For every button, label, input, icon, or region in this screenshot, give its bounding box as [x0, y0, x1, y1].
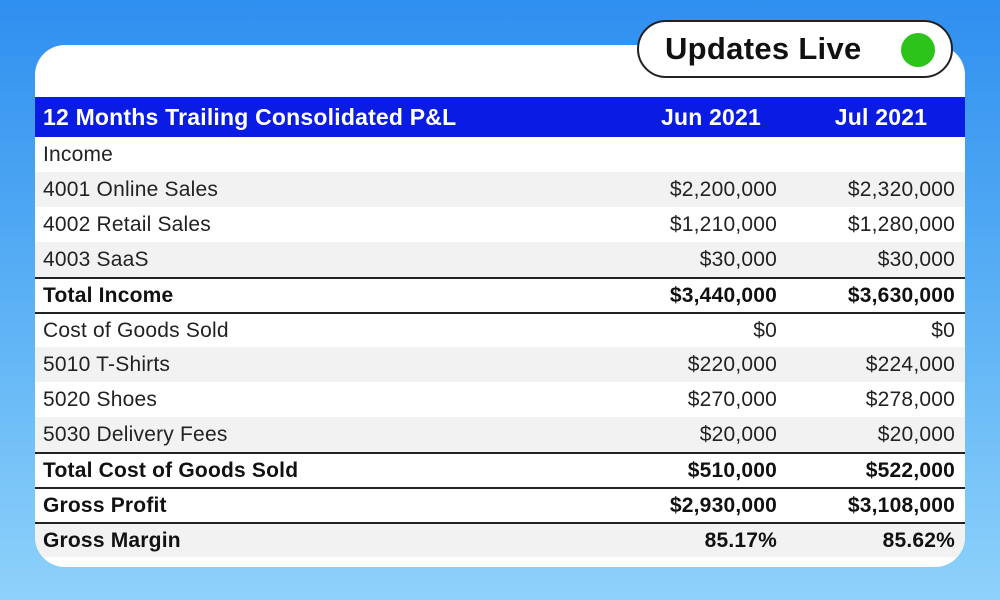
row-value-jun: $30,000 [699, 247, 777, 271]
row-value-jul: $2,320,000 [847, 177, 955, 201]
row-value-jul: $1,280,000 [847, 212, 955, 236]
row-value-jun: $270,000 [687, 387, 777, 411]
row-label: Gross Profit [43, 493, 167, 517]
pl-report-card: 12 Months Trailing Consolidated P&L Jun … [35, 45, 965, 567]
row-value-jul: $224,000 [865, 352, 955, 376]
table-row-delivery-fees: 5030 Delivery Fees $20,000 $20,000 [35, 417, 965, 452]
table-row-gross-profit: Gross Profit $2,930,000 $3,108,000 [35, 487, 965, 522]
row-label: 4001 Online Sales [43, 177, 219, 201]
column-header-jun-2021: Jun 2021 [660, 103, 762, 130]
table-row-shoes: 5020 Shoes $270,000 $278,000 [35, 382, 965, 417]
table-row-total-income: Total Income $3,440,000 $3,630,000 [35, 277, 965, 312]
updates-live-badge: Updates Live [637, 20, 953, 78]
table-row-cost-of-goods-sold: Cost of Goods Sold $0 $0 [35, 312, 965, 347]
table-row-total-cogs: Total Cost of Goods Sold $510,000 $522,0… [35, 452, 965, 487]
row-value-jun: $1,210,000 [669, 212, 777, 236]
table-title: 12 Months Trailing Consolidated P&L [43, 103, 457, 130]
row-value-jun: $2,930,000 [669, 493, 777, 517]
row-value-jun: $0 [753, 318, 777, 342]
row-label: 5020 Shoes [43, 387, 158, 411]
row-label: 4003 SaaS [43, 247, 149, 271]
row-value-jun: $3,440,000 [669, 283, 777, 307]
row-label: Cost of Goods Sold [43, 318, 229, 342]
row-value-jul: $522,000 [865, 458, 955, 482]
row-value-jul: $0 [931, 318, 955, 342]
row-value-jul: $20,000 [877, 422, 955, 446]
table-row-saas: 4003 SaaS $30,000 $30,000 [35, 242, 965, 277]
row-label: Gross Margin [43, 528, 181, 552]
row-label: Total Cost of Goods Sold [43, 458, 299, 482]
column-header-jul-2021: Jul 2021 [834, 103, 928, 130]
table-row-retail-sales: 4002 Retail Sales $1,210,000 $1,280,000 [35, 207, 965, 242]
table-row-online-sales: 4001 Online Sales $2,200,000 $2,320,000 [35, 172, 965, 207]
pl-table: 12 Months Trailing Consolidated P&L Jun … [35, 97, 965, 557]
row-label: Income [43, 142, 114, 166]
row-value-jul: $3,108,000 [847, 493, 955, 517]
row-value-jul: 85.62% [882, 528, 955, 552]
row-value-jul: $30,000 [877, 247, 955, 271]
live-status-icon [901, 33, 935, 67]
row-value-jun: $220,000 [687, 352, 777, 376]
row-value-jun: $20,000 [699, 422, 777, 446]
row-value-jul: $3,630,000 [847, 283, 955, 307]
table-row-t-shirts: 5010 T-Shirts $220,000 $224,000 [35, 347, 965, 382]
row-value-jun: $510,000 [687, 458, 777, 482]
row-value-jun: 85.17% [704, 528, 777, 552]
row-value-jun: $2,200,000 [669, 177, 777, 201]
table-row-income: Income [35, 137, 965, 172]
row-label: Total Income [43, 283, 174, 307]
row-label: 4002 Retail Sales [43, 212, 212, 236]
row-label: 5030 Delivery Fees [43, 422, 228, 446]
table-header-row: 12 Months Trailing Consolidated P&L Jun … [35, 97, 965, 137]
badge-label: Updates Live [665, 31, 862, 66]
row-value-jul: $278,000 [865, 387, 955, 411]
table-row-gross-margin: Gross Margin 85.17% 85.62% [35, 522, 965, 557]
row-label: 5010 T-Shirts [43, 352, 171, 376]
